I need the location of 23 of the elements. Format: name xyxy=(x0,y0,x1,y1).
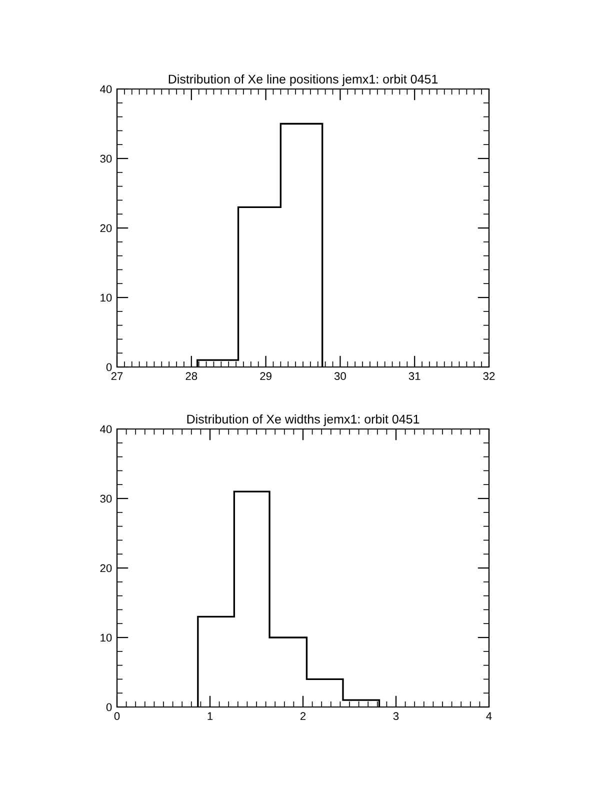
x-tick-label: 30 xyxy=(334,372,346,380)
x-tick-label: 2 xyxy=(300,712,306,720)
y-tick-label: 30 xyxy=(100,494,112,503)
x-tick-label: 32 xyxy=(483,372,495,380)
y-tick-label: 40 xyxy=(100,425,112,434)
x-tick-label: 27 xyxy=(111,372,123,380)
y-tick-label: 10 xyxy=(100,634,112,642)
chart-title: Distribution of Xe line positions jemx1: orbit 0451 xyxy=(168,74,438,86)
x-tick-label: 28 xyxy=(186,372,198,380)
chart-title: Distribution of Xe widths jemx1: orbit 0451 xyxy=(187,414,420,426)
x-tick-label: 1 xyxy=(208,712,213,720)
y-tick-label: 0 xyxy=(106,703,112,712)
y-tick-label: 20 xyxy=(100,224,112,232)
x-tick-label: 0 xyxy=(114,712,120,720)
y-tick-label: 10 xyxy=(100,294,112,302)
x-tick-label: 29 xyxy=(260,372,272,380)
x-tick-label: 4 xyxy=(486,712,492,720)
x-tick-label: 3 xyxy=(393,712,399,720)
y-tick-label: 0 xyxy=(106,363,112,372)
y-tick-label: 20 xyxy=(100,564,112,572)
y-tick-label: 40 xyxy=(100,85,112,94)
y-tick-label: 30 xyxy=(100,154,112,163)
x-tick-label: 31 xyxy=(408,372,420,380)
